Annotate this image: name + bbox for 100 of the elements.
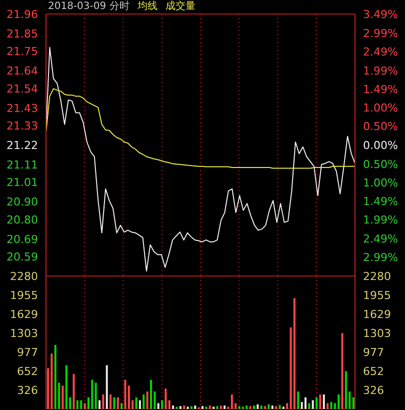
bar <box>322 394 325 409</box>
y-tick-label: 1955 <box>10 288 38 302</box>
y2-tick-label: 21.33 <box>6 120 38 133</box>
bar <box>142 394 145 409</box>
y2-tick-label: 21.22 <box>6 139 38 152</box>
y-tick-label: 1.00% <box>363 176 398 190</box>
bar <box>268 404 270 409</box>
bar <box>190 406 192 409</box>
bar <box>138 400 141 409</box>
bar <box>202 406 204 409</box>
bar <box>275 406 278 409</box>
text: 均线 <box>137 0 158 14</box>
bar <box>297 392 300 409</box>
bar <box>224 406 226 409</box>
y2-tick-label: 21.01 <box>6 176 38 190</box>
y2-tick-label: 20.69 <box>6 232 38 246</box>
y-tick-label: 2.49% <box>363 232 398 246</box>
bar <box>216 406 218 409</box>
bar <box>161 400 164 409</box>
y-tick-label: 1303 <box>10 326 38 340</box>
bar <box>341 333 344 409</box>
bar <box>179 406 182 409</box>
bar <box>278 404 281 409</box>
bar <box>102 394 104 409</box>
y-tick-label: 2.99% <box>363 251 398 264</box>
y-tick-label: 1.49% <box>363 83 398 96</box>
y-tick-label: 652 <box>17 364 38 378</box>
y2-tick-label: 20.80 <box>6 213 38 226</box>
y-tick-label: 0.50% <box>363 158 398 171</box>
bar <box>116 397 119 409</box>
y-tick-label: 1.99% <box>363 214 398 227</box>
bar <box>220 406 222 409</box>
bar <box>168 400 170 409</box>
y-tick-label: 1.99% <box>363 64 398 78</box>
bar <box>286 403 288 409</box>
line-series <box>46 46 356 272</box>
bar <box>308 403 310 409</box>
y-tick-label: 977 <box>17 346 38 360</box>
bar <box>246 406 248 409</box>
bar <box>76 400 78 409</box>
bar <box>146 392 148 409</box>
bar <box>326 403 329 409</box>
bar <box>253 406 255 409</box>
bar <box>319 394 322 409</box>
y-tick-label: 1629 <box>10 308 38 321</box>
bar <box>124 380 126 409</box>
bar <box>304 397 306 409</box>
bar <box>312 400 314 409</box>
y2-tick-label: 20.59 <box>6 250 38 264</box>
bar <box>338 394 340 409</box>
bar <box>65 365 68 409</box>
bar <box>264 406 266 409</box>
y2-tick-label: 21.96 <box>6 8 38 21</box>
bar <box>164 388 167 409</box>
bar <box>172 406 174 409</box>
bar <box>150 380 152 409</box>
y-tick-label: 2.99% <box>363 26 398 40</box>
bar <box>106 365 108 409</box>
bar <box>157 403 160 409</box>
bar <box>94 382 97 409</box>
y-tick-label: 2280 <box>10 270 38 283</box>
bar <box>98 400 100 409</box>
bar <box>183 406 186 409</box>
y2-tick-label: 21.11 <box>6 158 38 172</box>
y-tick-label: 1.49% <box>363 194 398 208</box>
bar <box>91 380 94 409</box>
bar <box>84 403 86 409</box>
y2-tick-label: 21.43 <box>6 102 38 115</box>
bar <box>330 402 332 409</box>
y2-tick-label: 21.75 <box>6 45 38 58</box>
bar <box>256 404 259 409</box>
bar <box>293 298 296 409</box>
bar <box>208 406 211 409</box>
y-tick-label: 0.00% <box>363 139 398 152</box>
bar <box>238 406 240 409</box>
bar <box>120 403 123 409</box>
chart-title: 2018-03-09 分时 <box>48 0 130 14</box>
y-tick-label: 2.49% <box>363 46 398 59</box>
y-tick-label: 3.49% <box>363 8 398 21</box>
y-tick-label: 1.00% <box>363 101 398 114</box>
bar <box>230 394 233 409</box>
y2-tick-label: 20.90 <box>6 196 38 209</box>
bar <box>271 406 274 409</box>
bar <box>54 344 56 409</box>
bar <box>135 397 138 409</box>
bar <box>352 397 354 409</box>
bar <box>113 397 116 409</box>
bar <box>62 386 64 409</box>
text: 成交量 <box>165 0 196 14</box>
bar <box>260 406 262 409</box>
bar <box>344 371 347 409</box>
y2-tick-label: 21.85 <box>6 27 38 40</box>
bar <box>316 397 318 409</box>
bar <box>249 406 252 409</box>
y-tick-label: 0.50% <box>363 120 398 134</box>
bar <box>110 394 112 409</box>
bar <box>72 374 75 409</box>
bar <box>194 406 196 409</box>
bar <box>80 400 82 409</box>
y2-tick-label: 21.64 <box>6 64 38 78</box>
